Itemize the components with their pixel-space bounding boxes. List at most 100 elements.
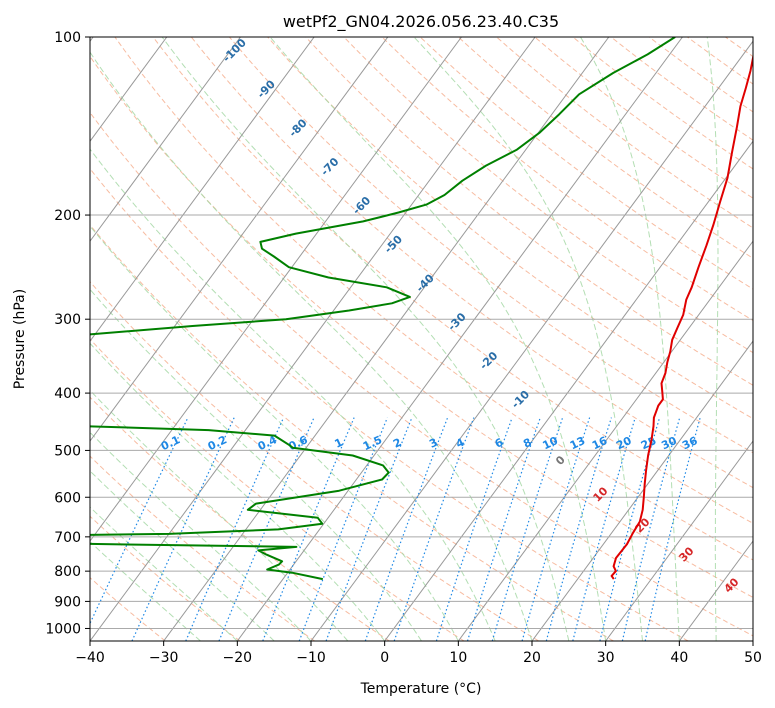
mixing-ratio-label: 20 — [614, 434, 634, 452]
isotherm — [90, 37, 389, 442]
dry-adiabat — [267, 37, 753, 420]
moist-adiabat — [706, 37, 719, 641]
y-tick-label: 400 — [54, 386, 81, 402]
mixing-ratio-line — [131, 417, 235, 641]
mixing-ratio-line — [466, 417, 541, 641]
isotherm — [605, 440, 753, 641]
dry-adiabat — [90, 111, 753, 637]
dry-adiabat — [381, 37, 753, 322]
dry-adiabat — [343, 37, 753, 354]
isotherm — [384, 140, 753, 641]
mixing-ratio-line — [545, 417, 612, 641]
mixing-ratio-line — [644, 417, 701, 641]
moist-adiabat-label: 20 — [633, 515, 653, 535]
x-tick-label: 40 — [670, 650, 688, 666]
mixing-ratio-line — [185, 417, 285, 641]
dry-adiabat — [90, 396, 390, 641]
dry-adiabat — [90, 515, 241, 641]
isotherm — [90, 37, 315, 342]
dry-adiabat — [764, 37, 775, 641]
dry-adiabat — [114, 37, 753, 561]
dry-adiabat — [496, 37, 753, 229]
dry-adiabat — [90, 55, 753, 598]
x-axis-label: Temperature (°C) — [360, 681, 482, 697]
moist-adiabat-label: 10 — [591, 484, 611, 504]
x-tick-label: 30 — [597, 650, 615, 666]
dry-adiabat-label: -90 — [255, 77, 278, 100]
mixing-ratio-label: 2 — [391, 436, 403, 451]
isotherm — [163, 37, 610, 641]
dry-adiabat — [90, 577, 166, 641]
moist-adiabat — [90, 506, 238, 641]
dry-adiabat — [305, 37, 753, 386]
dry-adiabat — [457, 37, 753, 259]
dry-adiabat — [90, 224, 614, 641]
y-tick-label: 800 — [54, 564, 81, 580]
isotherm — [90, 37, 241, 243]
moist-adiabat — [90, 470, 275, 641]
isotherm — [90, 37, 462, 542]
y-tick-label: 500 — [54, 443, 81, 459]
moist-adiabat — [269, 37, 607, 641]
y-tick-label: 300 — [54, 312, 81, 328]
moist-adiabat — [90, 288, 422, 641]
mixing-ratio-label: 36 — [680, 434, 700, 452]
isotherm — [531, 340, 753, 641]
mixing-ratio-line — [393, 417, 475, 641]
dry-adiabat — [152, 37, 753, 524]
dry-adiabat-label: -10 — [509, 388, 532, 411]
mixing-ratio-line — [364, 417, 449, 641]
y-tick-label: 700 — [54, 530, 81, 546]
moist-adiabat-label: 0 — [553, 453, 568, 468]
mixing-ratio-line — [218, 417, 315, 641]
sounding-series — [90, 37, 753, 581]
isotherm — [457, 240, 753, 641]
mixing-ratio-line — [90, 417, 189, 625]
moist-adiabat — [90, 225, 459, 641]
mixing-ratio-line — [572, 417, 636, 641]
mixing-ratio-line — [521, 417, 591, 641]
mixing-ratio-line — [262, 417, 355, 641]
moist-adiabat-label: 40 — [722, 575, 742, 595]
dry-adiabat-label: -80 — [286, 116, 309, 139]
x-tick-label: 20 — [523, 650, 541, 666]
mixing-ratio-label: 8 — [521, 436, 533, 451]
mixing-ratio-label: 4 — [454, 436, 467, 451]
x-tick-label: 0 — [380, 650, 389, 666]
isotherm — [310, 40, 753, 641]
moist-adiabat — [90, 540, 201, 641]
moist-adiabat — [90, 389, 349, 641]
dry-adiabat-label: -20 — [477, 349, 500, 372]
dry-adiabat — [572, 37, 753, 170]
moist-adiabat — [413, 37, 643, 641]
dry-adiabat-label: -50 — [382, 233, 405, 256]
y-tick-label: 100 — [54, 30, 81, 46]
isotherm — [236, 37, 683, 641]
x-tick-label: −10 — [296, 650, 326, 666]
dry-adiabat-label: -70 — [318, 155, 341, 178]
y-tick-label: 600 — [54, 490, 81, 506]
isotherm — [90, 37, 536, 641]
dry-adiabat-label: -60 — [350, 194, 373, 217]
dry-adiabat-label: -100 — [220, 36, 249, 65]
mixing-ratio-line — [491, 417, 564, 641]
moist-adiabat — [580, 37, 680, 641]
plot-frame — [89, 36, 754, 642]
moist-adiabat — [90, 51, 533, 641]
mixing-ratio-line — [435, 417, 513, 641]
dry-adiabat — [90, 280, 540, 641]
mixing-ratio-label: 10 — [541, 434, 561, 452]
mixing-ratio-label: 13 — [568, 434, 587, 452]
dewpoint-line — [90, 37, 676, 581]
axes: −40 −30 −20 −10 0 10 20 30 40 5010020030040050060… — [45, 30, 762, 666]
mixing-ratio-label: 30 — [659, 434, 679, 452]
x-tick-label: −20 — [223, 650, 253, 666]
moist-adiabat-label: 30 — [677, 544, 697, 564]
x-tick-label: −30 — [149, 650, 179, 666]
moist-adiabat — [90, 342, 386, 641]
moist-adiabat — [161, 37, 570, 641]
dry-adiabat-label: -30 — [445, 310, 468, 333]
dry-adiabat — [190, 37, 753, 489]
background-lines — [90, 37, 775, 641]
